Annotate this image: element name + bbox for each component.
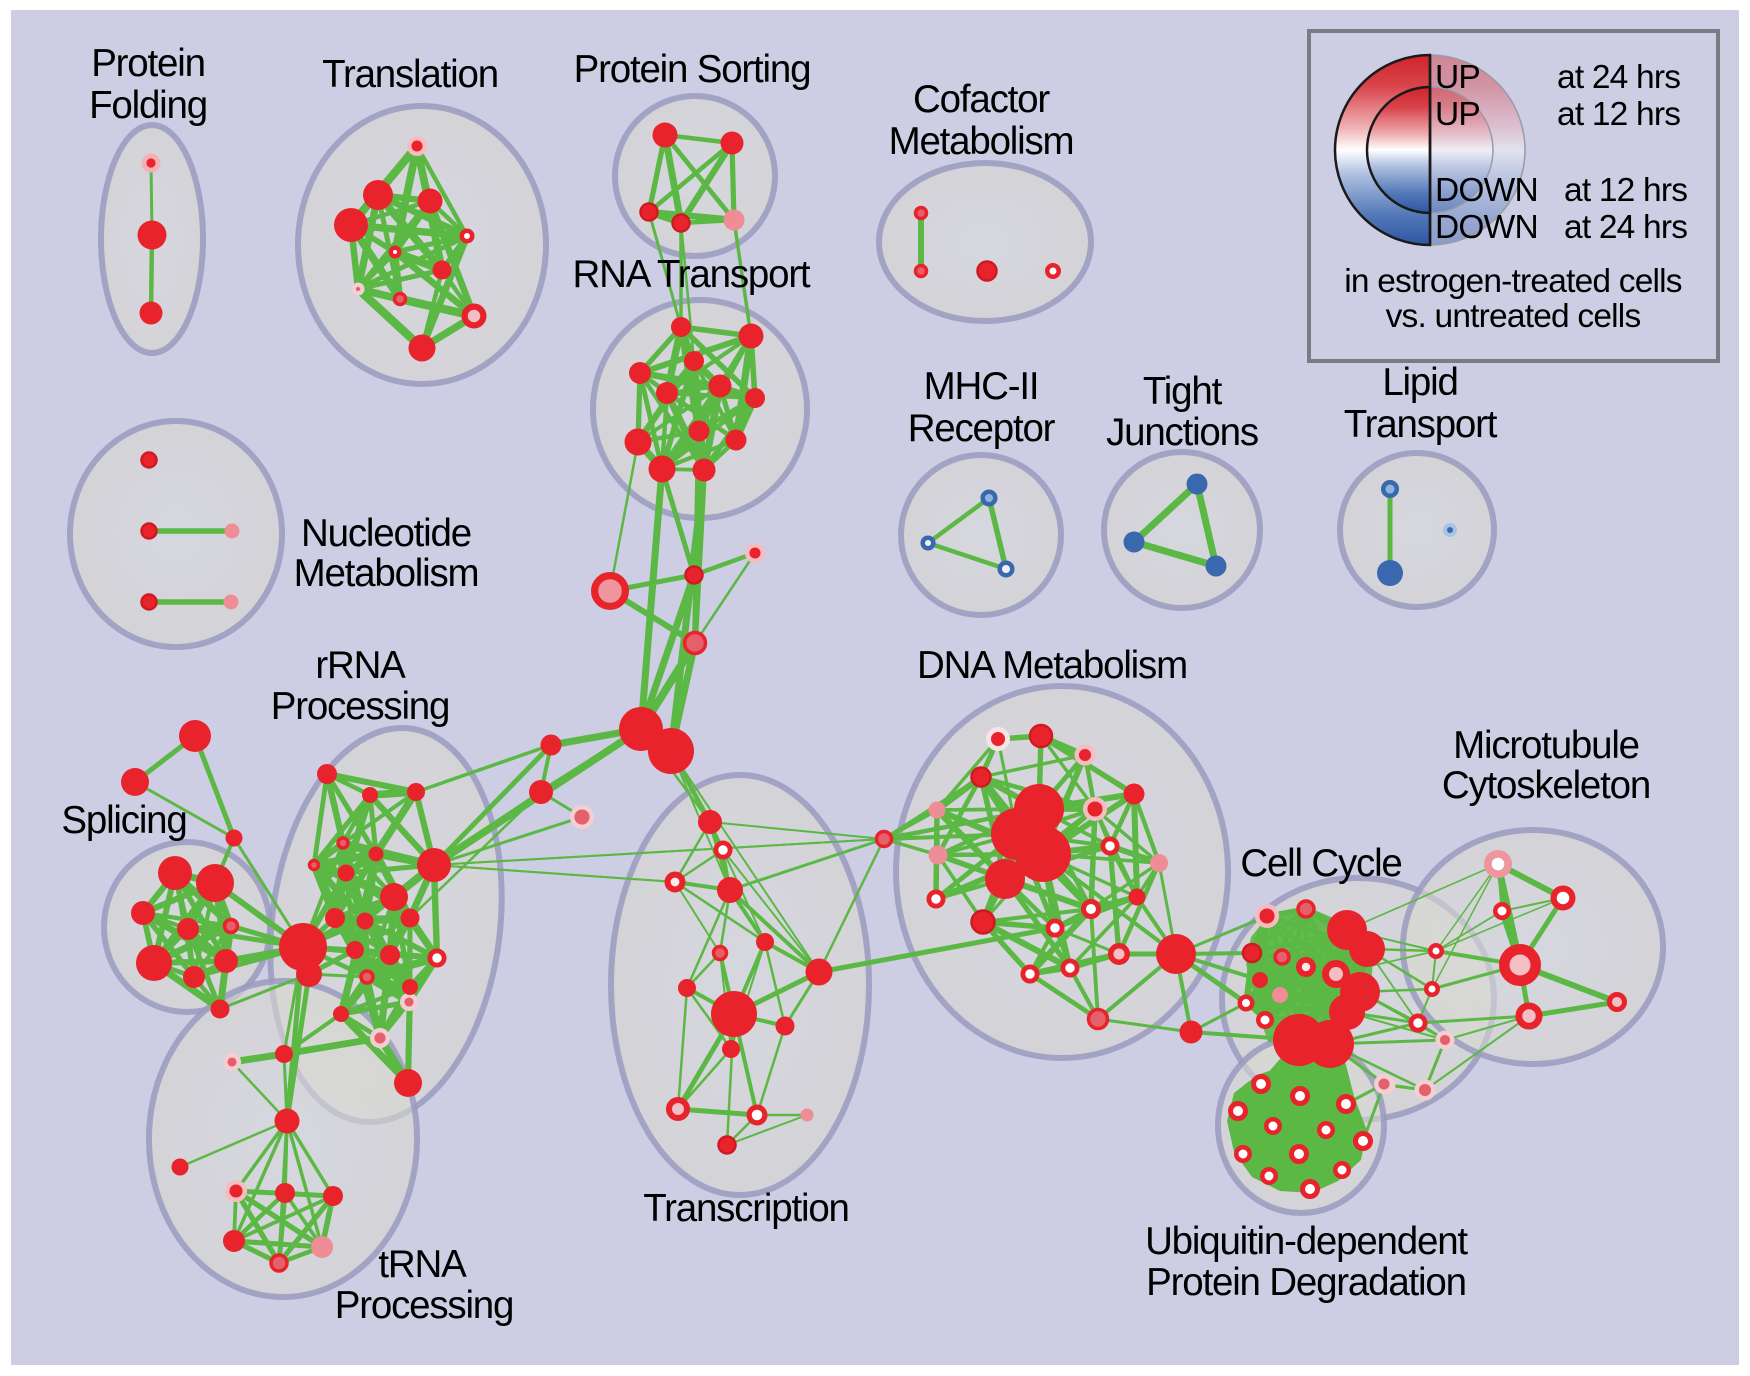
- svg-text:rRNA: rRNA: [315, 644, 406, 687]
- svg-text:at 24 hrs: at 24 hrs: [1557, 59, 1680, 96]
- svg-text:DNA Metabolism: DNA Metabolism: [917, 644, 1187, 687]
- svg-text:Ubiquitin-dependent: Ubiquitin-dependent: [1145, 1220, 1468, 1263]
- svg-text:Folding: Folding: [89, 84, 207, 127]
- svg-text:Tight: Tight: [1143, 370, 1223, 413]
- svg-text:Processing: Processing: [335, 1284, 513, 1327]
- svg-text:Receptor: Receptor: [908, 407, 1056, 450]
- svg-text:UP: UP: [1435, 59, 1480, 96]
- svg-text:Microtubule: Microtubule: [1453, 724, 1639, 767]
- svg-text:in estrogen-treated cells: in estrogen-treated cells: [1344, 263, 1682, 300]
- svg-text:Cytoskeleton: Cytoskeleton: [1442, 764, 1650, 807]
- svg-text:Processing: Processing: [271, 685, 449, 728]
- svg-text:Splicing: Splicing: [61, 799, 186, 842]
- svg-text:DOWN: DOWN: [1435, 172, 1538, 209]
- svg-text:Cofactor: Cofactor: [913, 78, 1050, 121]
- svg-text:vs. untreated cells: vs. untreated cells: [1386, 298, 1641, 335]
- svg-text:Junctions: Junctions: [1106, 411, 1258, 454]
- svg-text:at 12 hrs: at 12 hrs: [1557, 96, 1680, 133]
- svg-text:Protein: Protein: [91, 42, 205, 85]
- svg-text:Lipid: Lipid: [1382, 361, 1457, 404]
- svg-text:at 12 hrs: at 12 hrs: [1564, 172, 1687, 209]
- svg-text:Metabolism: Metabolism: [889, 120, 1074, 163]
- svg-text:Translation: Translation: [322, 53, 498, 96]
- svg-text:Nucleotide: Nucleotide: [301, 512, 471, 555]
- svg-text:tRNA: tRNA: [378, 1243, 467, 1286]
- svg-text:Transcription: Transcription: [643, 1187, 849, 1230]
- svg-text:Transport: Transport: [1344, 403, 1498, 446]
- svg-text:RNA Transport: RNA Transport: [573, 253, 811, 296]
- svg-text:Cell Cycle: Cell Cycle: [1240, 842, 1401, 885]
- svg-text:Protein Sorting: Protein Sorting: [574, 48, 811, 91]
- svg-text:at 24 hrs: at 24 hrs: [1564, 209, 1687, 246]
- svg-text:Protein Degradation: Protein Degradation: [1146, 1261, 1466, 1304]
- svg-text:Metabolism: Metabolism: [294, 552, 479, 595]
- svg-text:UP: UP: [1435, 96, 1480, 133]
- svg-text:MHC-II: MHC-II: [924, 365, 1039, 408]
- svg-text:DOWN: DOWN: [1435, 209, 1538, 246]
